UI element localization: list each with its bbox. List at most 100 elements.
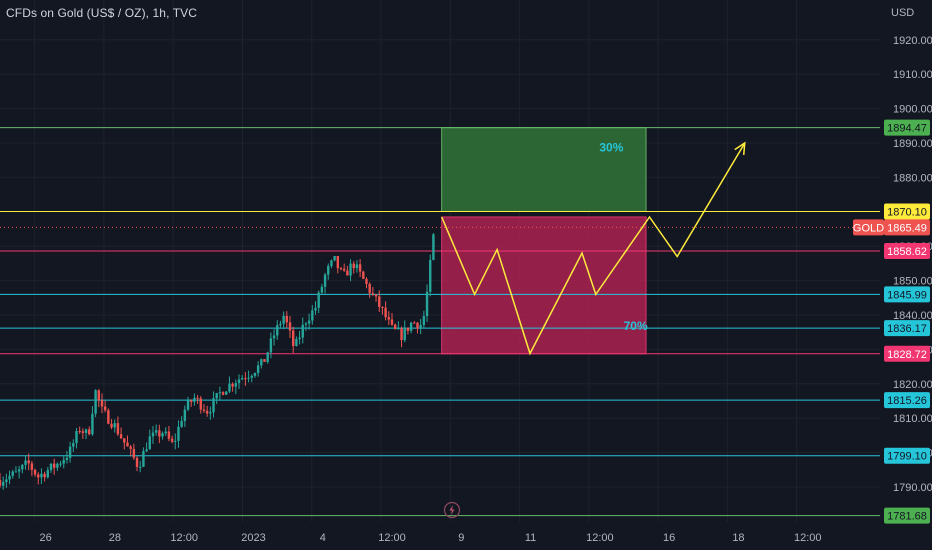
candle-body [400, 328, 403, 341]
candle-body [365, 278, 368, 284]
x-tick-label: 16 [663, 532, 675, 544]
y-tick-label: 1840.00 [893, 310, 932, 322]
y-tick-label: 1900.00 [893, 104, 932, 116]
candle-body [237, 379, 241, 384]
candle-body [432, 234, 435, 260]
candle-body [161, 433, 164, 437]
candle-body [346, 270, 349, 276]
level-price-badge-label: 1799.10 [887, 451, 927, 463]
candle-body [177, 426, 180, 441]
candle-body [333, 256, 336, 261]
candle-body [110, 423, 113, 428]
x-tick-label: 12:00 [794, 532, 822, 544]
candle-body [24, 460, 27, 465]
candle-body [174, 440, 177, 442]
lightning-icon[interactable] [443, 501, 461, 519]
candle-body [371, 293, 375, 295]
candle-body [202, 409, 206, 411]
target-zone-box[interactable] [441, 127, 647, 212]
candle-body [33, 469, 37, 475]
candle-body [183, 409, 187, 422]
candle-body [100, 400, 104, 407]
target-percent-label: 30% [599, 141, 623, 155]
symbol-tag [853, 219, 884, 236]
candle-body [362, 271, 365, 279]
candle-body [429, 259, 432, 292]
candle-body [148, 436, 151, 450]
candle-body [129, 446, 132, 449]
candle-body [339, 268, 343, 270]
projection-path[interactable] [441, 142, 746, 356]
candle-body [298, 337, 301, 340]
candle-body [126, 442, 129, 447]
candle-body [170, 438, 174, 442]
candle-body [180, 421, 183, 427]
candle-body [320, 286, 324, 293]
y-tick-label: 1820.00 [893, 379, 932, 391]
candle-body [307, 320, 311, 324]
candle-body [390, 319, 394, 325]
candle-body [8, 475, 11, 480]
candle-body [355, 264, 359, 269]
candle-body [37, 474, 40, 478]
candle-body [59, 463, 62, 465]
candle-body [425, 291, 429, 317]
level-price-badge-label: 1828.72 [887, 349, 927, 361]
candle-body [311, 310, 314, 321]
candle-body [327, 265, 330, 275]
candle-body [244, 378, 247, 380]
candle-body [52, 463, 56, 468]
chart-title: CFDs on Gold (US$ / OZ), 1h, TVC [6, 6, 198, 20]
candle-body [263, 359, 266, 362]
candle-body [295, 339, 298, 346]
x-tick-label: 11 [525, 532, 536, 544]
candle-body [103, 406, 107, 411]
y-tick-label: 1850.00 [893, 276, 932, 288]
level-price-badge [884, 286, 930, 303]
symbol-tag-label: GOLD [853, 222, 884, 234]
candle-body [218, 392, 222, 394]
candle-body [72, 443, 75, 447]
candle-body [1, 482, 5, 486]
candle-body [113, 423, 116, 428]
candle-body [97, 390, 100, 401]
candle-body [314, 307, 317, 311]
candle-body [21, 464, 24, 470]
candle-body [304, 323, 308, 325]
level-price-badge-label: 1870.10 [887, 206, 927, 218]
candle-body [94, 390, 97, 414]
candle-body [269, 338, 273, 353]
candle-body [78, 431, 81, 433]
candle-body [5, 479, 8, 483]
candle-body [256, 365, 260, 373]
x-tick-label: 2023 [241, 532, 265, 544]
candle-body [119, 434, 123, 439]
candle-body [323, 274, 327, 287]
candle-body [186, 400, 190, 410]
x-tick-label: 4 [320, 532, 326, 544]
candle-body [56, 463, 59, 468]
candle-body [209, 412, 212, 414]
candle-body [342, 268, 346, 271]
level-price-badge [884, 320, 930, 337]
candle-body [88, 429, 91, 435]
level-price-badge-label: 1845.99 [887, 289, 927, 301]
candle-body [132, 448, 136, 458]
candle-body [352, 263, 355, 269]
risk-zone-box[interactable] [441, 216, 647, 355]
level-price-badge-label: 1894.47 [887, 123, 927, 135]
candle-body [151, 432, 155, 437]
time-axis[interactable] [0, 522, 880, 550]
candle-body [107, 410, 110, 424]
level-price-badge [884, 242, 930, 259]
candle-body [260, 359, 263, 366]
candle-body [358, 264, 362, 272]
candle-body [336, 256, 340, 269]
level-price-badge [884, 392, 930, 409]
candle-body [62, 459, 65, 464]
lightning-bolt-glyph [449, 505, 455, 515]
candle-body [384, 307, 387, 318]
x-tick-label: 28 [109, 532, 121, 544]
